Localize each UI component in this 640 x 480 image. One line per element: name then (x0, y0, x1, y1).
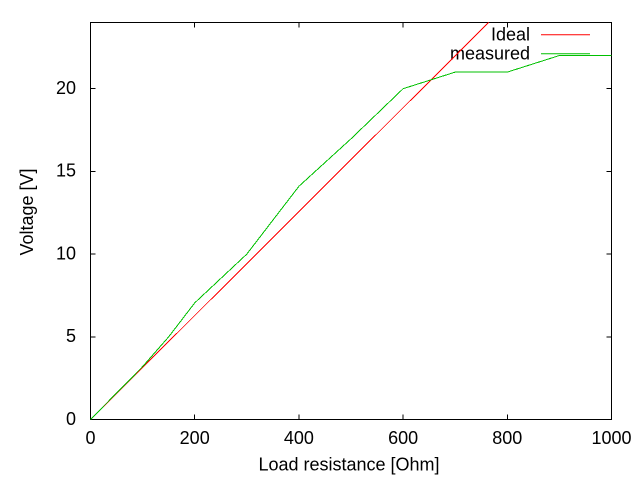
svg-text:200: 200 (180, 428, 210, 448)
svg-text:800: 800 (492, 428, 522, 448)
svg-text:1000: 1000 (591, 428, 631, 448)
svg-text:20: 20 (56, 78, 76, 98)
svg-text:600: 600 (388, 428, 418, 448)
svg-text:0: 0 (66, 409, 76, 429)
svg-text:5: 5 (66, 326, 76, 346)
svg-text:Ideal: Ideal (491, 24, 530, 44)
svg-text:10: 10 (56, 243, 76, 263)
svg-text:400: 400 (284, 428, 314, 448)
svg-text:Load resistance [Ohm]: Load resistance [Ohm] (258, 455, 439, 475)
svg-text:Voltage [V]: Voltage [V] (17, 168, 37, 255)
svg-text:measured: measured (450, 43, 530, 63)
svg-text:0: 0 (85, 428, 95, 448)
svg-text:15: 15 (56, 161, 76, 181)
